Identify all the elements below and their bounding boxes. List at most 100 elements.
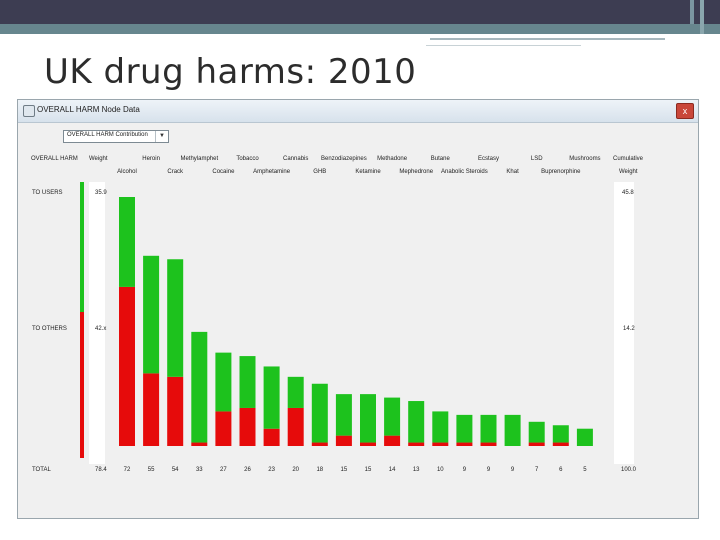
total-weight: 78.4 [95,467,107,473]
slide-top-stripe [690,0,694,24]
bar-to-users-ecstasy [480,414,497,443]
category-label-methylamphet: Methylamphet [180,156,218,162]
bar-to-others-methadone [384,435,401,446]
slide-top-stripe-2 [700,0,704,34]
bar-to-others-buprenorphine [552,442,569,446]
category-label-alcohol: Alcohol [117,169,137,175]
bar-to-others-ghb [311,442,328,446]
weight-column-bg [89,182,105,464]
bar-to-users-khat [504,414,521,446]
slide-hairline-2 [426,45,581,46]
close-button[interactable]: x [676,103,694,119]
bar-to-users-amphetamine [263,366,280,429]
to-others-strip [80,312,84,458]
bar-to-others-lsd [528,442,545,446]
slide-title: UK drug harms: 2010 [44,52,417,92]
bar-to-users-heroin [143,255,160,374]
total-value-benzodiazepines: 15 [341,467,348,473]
bar-to-others-cannabis [287,407,304,446]
bar-to-users-cannabis [287,376,304,408]
bar-to-users-mushrooms [576,428,593,446]
category-label-cocaine: Cocaine [212,169,235,175]
category-label-mushrooms: Mushrooms [569,156,600,162]
total-value-amphetamine: 23 [268,467,275,473]
bar-to-others-methylamphet [191,442,208,446]
total-value-ghb: 18 [316,467,323,473]
bar-to-users-benzodiazepines [335,394,352,436]
total-value-crack: 54 [172,467,179,473]
bar-to-others-butane [432,442,449,446]
bar-to-users-ketamine [360,394,376,443]
harm-chart: OVERALL HARM Weight Cumulative Weight TO… [31,156,644,473]
bar-to-others-tobacco [239,407,256,446]
bar-to-users-methylamphet [191,331,208,443]
total-value-cannabis: 20 [292,467,299,473]
total-value-mushrooms: 5 [583,467,587,473]
category-label-lsd: LSD [531,156,543,162]
bars-group [119,197,593,446]
category-label-amphetamine: Amphetamine [253,169,291,175]
bar-to-users-tobacco [239,356,256,408]
total-label: TOTAL [32,467,51,473]
row-label-to-users: TO USERS [32,190,63,196]
category-label-methadone: Methadone [377,156,408,162]
total-value-lsd: 7 [535,467,539,473]
window-title: OVERALL HARM Node Data [37,105,140,114]
bar-to-users-lsd [528,421,545,443]
chevron-down-icon[interactable]: ▼ [155,131,168,142]
total-value-alcohol: 72 [124,467,131,473]
window-app-icon [23,105,35,117]
window-titlebar[interactable]: OVERALL HARM Node Data x [18,100,698,123]
cumulative-weight-header: Weight [619,169,638,175]
row-weight-to-users: 35.9 [95,190,107,196]
category-label-tobacco: Tobacco [236,156,259,162]
weight-header: Weight [89,156,108,162]
bar-to-users-buprenorphine [552,425,569,443]
total-value-methadone: 14 [389,467,396,473]
bar-to-others-ketamine [360,442,376,446]
bar-to-others-benzodiazepines [335,435,352,446]
bar-to-users-ghb [311,383,328,443]
corner-label: OVERALL HARM [31,156,78,162]
bar-to-others-mephedrone [408,442,425,446]
harm-contribution-select[interactable]: OVERALL HARM Contribution ▼ [63,130,169,143]
category-label-ghb: GHB [313,169,326,175]
row-label-to-others: TO OTHERS [32,326,67,332]
total-value-cocaine: 27 [220,467,227,473]
bar-to-others-heroin [143,373,160,446]
total-value-butane: 10 [437,467,444,473]
category-label-butane: Butane [431,156,451,162]
total-value-mephedrone: 13 [413,467,420,473]
category-label-anabolic-steroids: Anabolic Steroids [441,169,488,175]
bar-to-others-ecstasy [480,442,497,446]
total-values-group: 72 55 54 33 27 26 23 20 18 15 15 14 13 10 9 9 9 7 6 5 [124,467,588,473]
total-value-buprenorphine: 6 [559,467,563,473]
slide-top-bar [0,0,720,24]
to-users-strip [80,182,84,312]
bar-to-users-cocaine [215,352,232,412]
category-label-heroin: Heroin [142,156,160,162]
bar-to-users-methadone [384,397,401,436]
total-cumulative: 100.0 [621,467,637,473]
total-value-anabolic-steroids: 9 [463,467,467,473]
select-value: OVERALL HARM Contribution [67,132,148,138]
total-value-khat: 9 [511,467,515,473]
bar-to-others-anabolic-steroids [456,442,473,446]
bar-to-others-amphetamine [263,428,280,446]
category-label-ecstasy: Ecstasy [478,156,499,162]
bar-to-users-mephedrone [408,401,425,443]
row-cumulative-to-others: 14.2 [623,326,635,332]
bar-to-others-cocaine [215,411,232,446]
category-label-ketamine: Ketamine [355,169,381,175]
row-cumulative-to-users: 45.8 [622,190,634,196]
total-value-heroin: 55 [148,467,155,473]
category-label-buprenorphine: Buprenorphine [541,169,581,175]
total-value-ketamine: 15 [365,467,372,473]
category-label-benzodiazepines: Benzodiazepines [321,156,367,162]
row-weight-to-others: 42.x [95,326,106,332]
slide-top-accent [0,24,720,34]
category-labels-group: Alcohol Heroin Crack Methylamphet Cocaine Tob… [117,156,600,175]
bar-to-others-alcohol [119,286,135,446]
bar-to-users-alcohol [119,197,135,287]
bar-to-users-anabolic-steroids [456,414,473,443]
